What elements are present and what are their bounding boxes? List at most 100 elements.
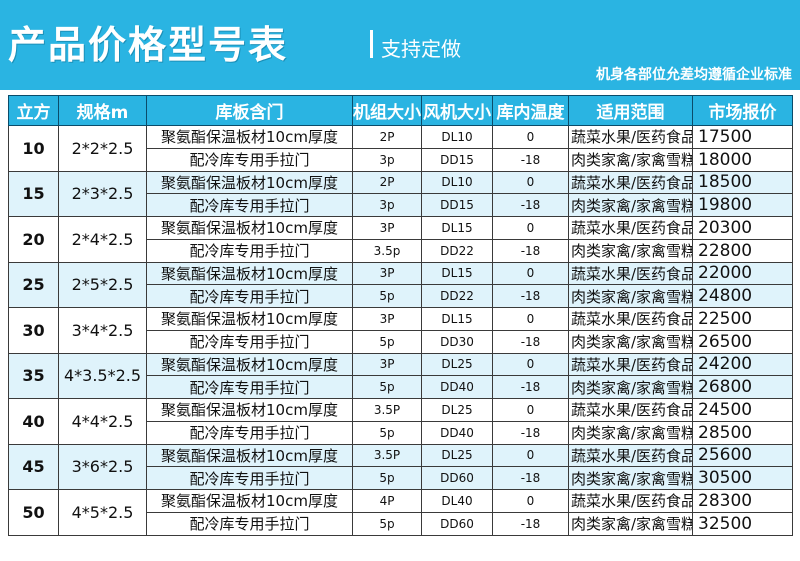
fan-cell: DD22 [421, 238, 493, 263]
table-body: 10 2*2*2.5 聚氨酯保温板材10cm厚度 2P DL10 0 蔬菜水果/医药食品 17… [8, 125, 793, 536]
price-cell: 20300 [692, 216, 793, 240]
use-cell: 蔬菜水果/医药食品 [568, 216, 693, 240]
unit-cell: 3p [352, 193, 422, 217]
col-header-fan: 风机大小 [421, 95, 493, 126]
door-cell: 聚氨酯保温板材10cm厚度 [146, 352, 353, 377]
use-cell: 肉类家禽/家禽雪糕 [568, 511, 693, 536]
fan-cell: DD40 [421, 375, 493, 399]
table-header-row: 立方 规格m 库板含门 机组大小 风机大小 库内温度 适用范围 市场报价 [8, 95, 793, 126]
use-cell: 蔬菜水果/医药食品 [568, 398, 693, 422]
table-row: 40 4*4*2.5 聚氨酯保温板材10cm厚度 3.5P DL25 0 蔬菜水果/医药食品… [8, 398, 793, 445]
unit-cell: 5p [352, 420, 422, 445]
table-row: 配冷库专用手拉门 5p DD40 -18 肉类家禽/家禽雪糕 26800 [9, 375, 793, 399]
door-cell: 聚氨酯保温板材10cm厚度 [146, 216, 353, 240]
temp-cell: 0 [492, 307, 569, 331]
door-cell: 配冷库专用手拉门 [146, 147, 353, 172]
table-row: 配冷库专用手拉门 5p DD60 -18 肉类家禽/家禽雪糕 30500 [9, 466, 793, 490]
table-row: 配冷库专用手拉门 3.5p DD22 -18 肉类家禽/家禽雪糕 22800 [9, 238, 793, 263]
spec-cell: 4*3.5*2.5 [58, 352, 147, 399]
unit-cell: 2P [352, 170, 422, 195]
use-cell: 蔬菜水果/医药食品 [568, 261, 693, 286]
door-cell: 配冷库专用手拉门 [146, 284, 353, 308]
spec-cell: 3*4*2.5 [58, 307, 147, 354]
table-row: 配冷库专用手拉门 3p DD15 -18 肉类家禽/家禽雪糕 18000 [9, 147, 793, 172]
volume-cell: 45 [8, 443, 59, 490]
col-header-spec: 规格m [58, 95, 147, 126]
table-row: 10 2*2*2.5 聚氨酯保温板材10cm厚度 2P DL10 0 蔬菜水果/医药食品 17… [8, 125, 793, 172]
temp-cell: 0 [492, 216, 569, 240]
volume-cell: 20 [8, 216, 59, 263]
col-header-price: 市场报价 [692, 95, 793, 126]
price-cell: 22800 [692, 238, 793, 263]
use-cell: 肉类家禽/家禽雪糕 [568, 329, 693, 354]
fan-cell: DL10 [421, 170, 493, 195]
unit-cell: 3P [352, 352, 422, 377]
fan-cell: DL15 [421, 216, 493, 240]
header-banner: 产品价格型号表 支持定做 机身各部位允差均遵循企业标准 [0, 0, 800, 90]
col-header-use: 适用范围 [568, 95, 693, 126]
table-row: 配冷库专用手拉门 3p DD15 -18 肉类家禽/家禽雪糕 19800 [9, 193, 793, 217]
use-cell: 肉类家禽/家禽雪糕 [568, 147, 693, 172]
use-cell: 肉类家禽/家禽雪糕 [568, 284, 693, 308]
price-cell: 19800 [692, 193, 793, 217]
use-cell: 蔬菜水果/医药食品 [568, 443, 693, 468]
price-cell: 24500 [692, 398, 793, 422]
volume-cell: 40 [8, 398, 59, 445]
temp-cell: 0 [492, 125, 569, 149]
table-row: 15 2*3*2.5 聚氨酯保温板材10cm厚度 2P DL10 0 蔬菜水果/医药食品 18… [8, 170, 793, 217]
spec-cell: 2*5*2.5 [58, 261, 147, 308]
fan-cell: DD15 [421, 193, 493, 217]
use-cell: 蔬菜水果/医药食品 [568, 307, 693, 331]
unit-cell: 3P [352, 216, 422, 240]
fan-cell: DD30 [421, 329, 493, 354]
temp-cell: -18 [492, 147, 569, 172]
unit-cell: 4P [352, 489, 422, 513]
price-cell: 26800 [692, 375, 793, 399]
page-subtitle: 支持定做 [381, 37, 461, 61]
col-header-volume: 立方 [8, 95, 59, 126]
temp-cell: -18 [492, 420, 569, 445]
fan-cell: DL10 [421, 125, 493, 149]
temp-cell: 0 [492, 398, 569, 422]
use-cell: 肉类家禽/家禽雪糕 [568, 375, 693, 399]
use-cell: 蔬菜水果/医药食品 [568, 125, 693, 149]
unit-cell: 3.5P [352, 443, 422, 468]
unit-cell: 3p [352, 147, 422, 172]
table-row: 配冷库专用手拉门 5p DD30 -18 肉类家禽/家禽雪糕 26500 [9, 329, 793, 354]
volume-cell: 15 [8, 170, 59, 217]
price-table: 立方 规格m 库板含门 机组大小 风机大小 库内温度 适用范围 市场报价 10 2… [8, 95, 793, 536]
temp-cell: -18 [492, 284, 569, 308]
fan-cell: DD60 [421, 511, 493, 536]
unit-cell: 5p [352, 466, 422, 490]
door-cell: 配冷库专用手拉门 [146, 420, 353, 445]
unit-cell: 3.5p [352, 238, 422, 263]
table-row: 30 3*4*2.5 聚氨酯保温板材10cm厚度 3P DL15 0 蔬菜水果/医药食品 22… [8, 307, 793, 354]
price-cell: 17500 [692, 125, 793, 149]
unit-cell: 5p [352, 329, 422, 354]
use-cell: 肉类家禽/家禽雪糕 [568, 238, 693, 263]
table-row: 配冷库专用手拉门 5p DD22 -18 肉类家禽/家禽雪糕 24800 [9, 284, 793, 308]
fan-cell: DL15 [421, 261, 493, 286]
use-cell: 蔬菜水果/医药食品 [568, 352, 693, 377]
door-cell: 配冷库专用手拉门 [146, 329, 353, 354]
price-cell: 24200 [692, 352, 793, 377]
table-row: 25 2*5*2.5 聚氨酯保温板材10cm厚度 3P DL15 0 蔬菜水果/医药食品 22… [8, 261, 793, 308]
volume-cell: 25 [8, 261, 59, 308]
volume-cell: 35 [8, 352, 59, 399]
door-cell: 聚氨酯保温板材10cm厚度 [146, 489, 353, 513]
temp-cell: -18 [492, 238, 569, 263]
temp-cell: 0 [492, 489, 569, 513]
price-cell: 28500 [692, 420, 793, 445]
table-row: 45 3*6*2.5 聚氨酯保温板材10cm厚度 3.5P DL25 0 蔬菜水果/医药食品… [8, 443, 793, 490]
spec-cell: 4*4*2.5 [58, 398, 147, 445]
temp-cell: -18 [492, 329, 569, 354]
use-cell: 蔬菜水果/医药食品 [568, 170, 693, 195]
use-cell: 蔬菜水果/医药食品 [568, 489, 693, 513]
door-cell: 聚氨酯保温板材10cm厚度 [146, 170, 353, 195]
temp-cell: 0 [492, 170, 569, 195]
title-divider [370, 30, 373, 58]
door-cell: 聚氨酯保温板材10cm厚度 [146, 443, 353, 468]
page-title: 产品价格型号表 [8, 23, 289, 67]
volume-cell: 50 [8, 489, 59, 536]
fan-cell: DL15 [421, 307, 493, 331]
